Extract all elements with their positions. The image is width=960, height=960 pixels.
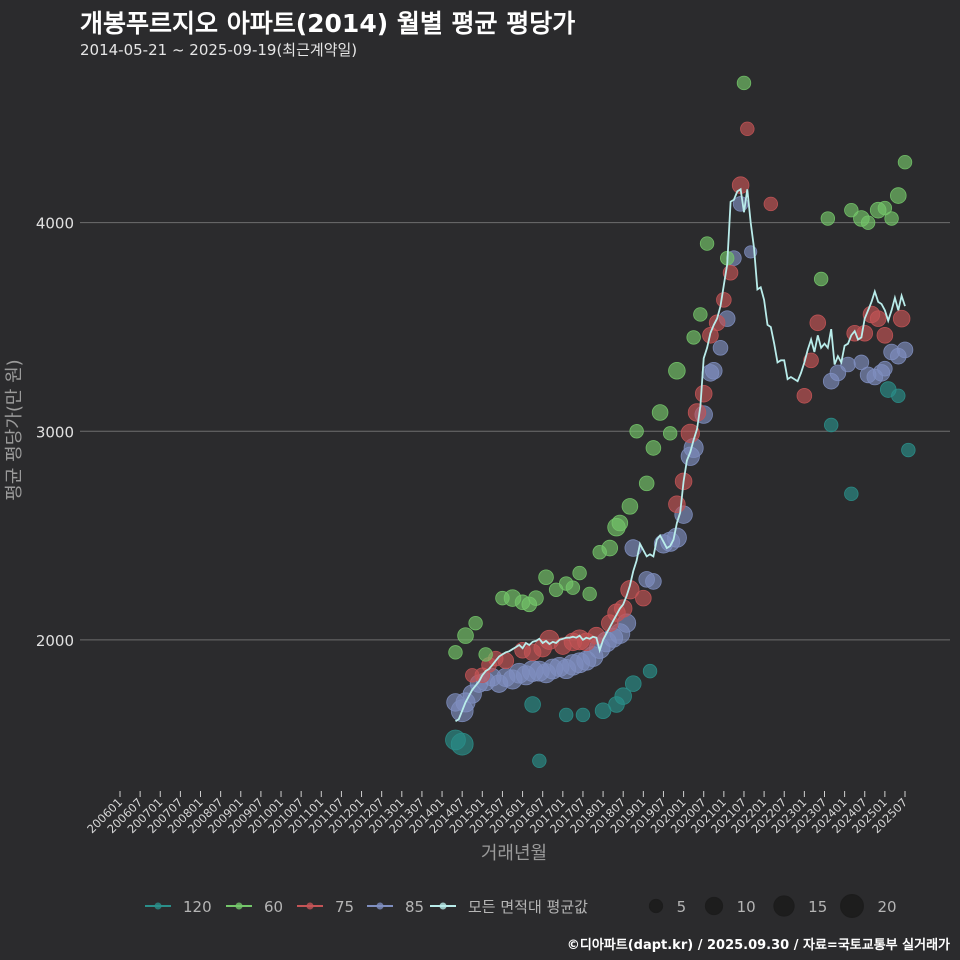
y-tick-labels: 2000 3000 4000 [36, 215, 74, 650]
point-75 [803, 352, 819, 369]
point-60 [844, 202, 859, 218]
y-tick-label: 2000 [36, 632, 74, 650]
point-75 [869, 310, 887, 327]
point-60 [645, 440, 662, 456]
scatter-points [445, 75, 916, 769]
point-85 [896, 341, 914, 359]
point-120 [901, 442, 916, 458]
legend-label: 85 [405, 898, 424, 916]
point-60 [877, 200, 893, 216]
legend-label: 120 [183, 898, 212, 916]
point-60 [582, 586, 597, 602]
point-60 [448, 645, 463, 660]
legend-size-dot [648, 898, 664, 914]
chart-subtitle: 2014-05-21 ~ 2025-09-19(최근계약일) [80, 41, 358, 59]
point-60 [897, 154, 913, 170]
point-60 [572, 565, 587, 581]
point-120 [891, 388, 906, 404]
point-120 [624, 675, 642, 692]
y-tick-label: 3000 [36, 423, 74, 441]
point-60 [651, 404, 669, 421]
legend-size-label: 15 [808, 898, 827, 916]
legend-label: 60 [264, 898, 283, 916]
point-75 [687, 403, 707, 422]
point-75 [614, 599, 633, 618]
point-120 [450, 732, 474, 756]
point-60 [528, 590, 544, 606]
point-120 [532, 753, 547, 769]
legend: 120 60 75 85 모든 면적대 평균값 5 10 15 20 [145, 894, 897, 918]
point-60 [884, 211, 899, 226]
point-75 [876, 327, 894, 344]
point-60 [457, 627, 474, 644]
point-60 [638, 475, 655, 492]
legend-size-dot [773, 895, 795, 917]
average-line [455, 187, 906, 722]
legend-size-dot [704, 896, 724, 916]
point-120 [844, 486, 859, 502]
legend-size-label: 10 [737, 898, 756, 916]
x-ticks: 2006012006072007012007072008012008072009… [84, 791, 910, 836]
point-60 [565, 580, 581, 595]
point-120 [524, 696, 541, 713]
legend-size-label: 5 [677, 898, 687, 916]
point-120 [558, 707, 574, 723]
point-60 [736, 75, 752, 91]
point-60 [813, 271, 829, 287]
chart-title: 개봉푸르지오 아파트(2014) 월별 평균 평당가 [80, 9, 576, 38]
y-tick-label: 4000 [36, 215, 74, 233]
legend-key-dot [376, 902, 384, 910]
point-60 [662, 426, 678, 441]
point-120 [594, 702, 612, 720]
point-85 [853, 354, 870, 371]
point-75 [796, 388, 813, 404]
legend-key-dot [439, 902, 447, 910]
point-60 [668, 362, 686, 380]
source-caption: ©디아파트(dapt.kr) / 2025.09.30 / 자료=국토교통부 실… [566, 938, 950, 953]
point-60 [820, 211, 836, 226]
average-line-group [455, 187, 906, 722]
point-85 [712, 340, 729, 356]
legend-size-label: 20 [877, 898, 896, 916]
point-75 [620, 580, 640, 600]
point-60 [478, 647, 493, 662]
legend-key-dot [306, 902, 314, 910]
legend-key-dot [235, 902, 243, 910]
point-120 [823, 417, 839, 433]
point-60 [621, 498, 639, 515]
point-60 [686, 330, 701, 345]
point-85 [877, 360, 893, 377]
point-60 [860, 215, 876, 230]
point-60 [699, 236, 715, 251]
point-60 [601, 539, 619, 557]
legend-label: 75 [335, 898, 354, 916]
point-120 [614, 687, 632, 705]
point-60 [538, 569, 554, 586]
point-120 [575, 707, 591, 723]
point-85 [645, 573, 662, 590]
point-75 [694, 384, 713, 403]
point-60 [693, 307, 708, 322]
gridlines [80, 222, 950, 641]
point-120 [642, 663, 658, 679]
point-75 [668, 495, 686, 514]
point-75 [635, 589, 652, 607]
point-60 [890, 187, 907, 204]
point-85 [705, 362, 723, 380]
y-axis-title: 평균 평당가(만 원) [4, 359, 25, 500]
point-60 [629, 424, 644, 439]
point-60 [611, 514, 629, 532]
point-60 [468, 615, 483, 631]
legend-key-dot [154, 902, 162, 910]
legend-size-dot [840, 894, 864, 918]
point-75 [809, 314, 827, 332]
x-axis-title: 거래년월 [481, 843, 547, 864]
legend-label: 모든 면적대 평균값 [468, 898, 588, 916]
point-75 [716, 292, 732, 308]
point-75 [892, 309, 911, 328]
point-75 [740, 121, 755, 137]
point-75 [763, 196, 779, 212]
